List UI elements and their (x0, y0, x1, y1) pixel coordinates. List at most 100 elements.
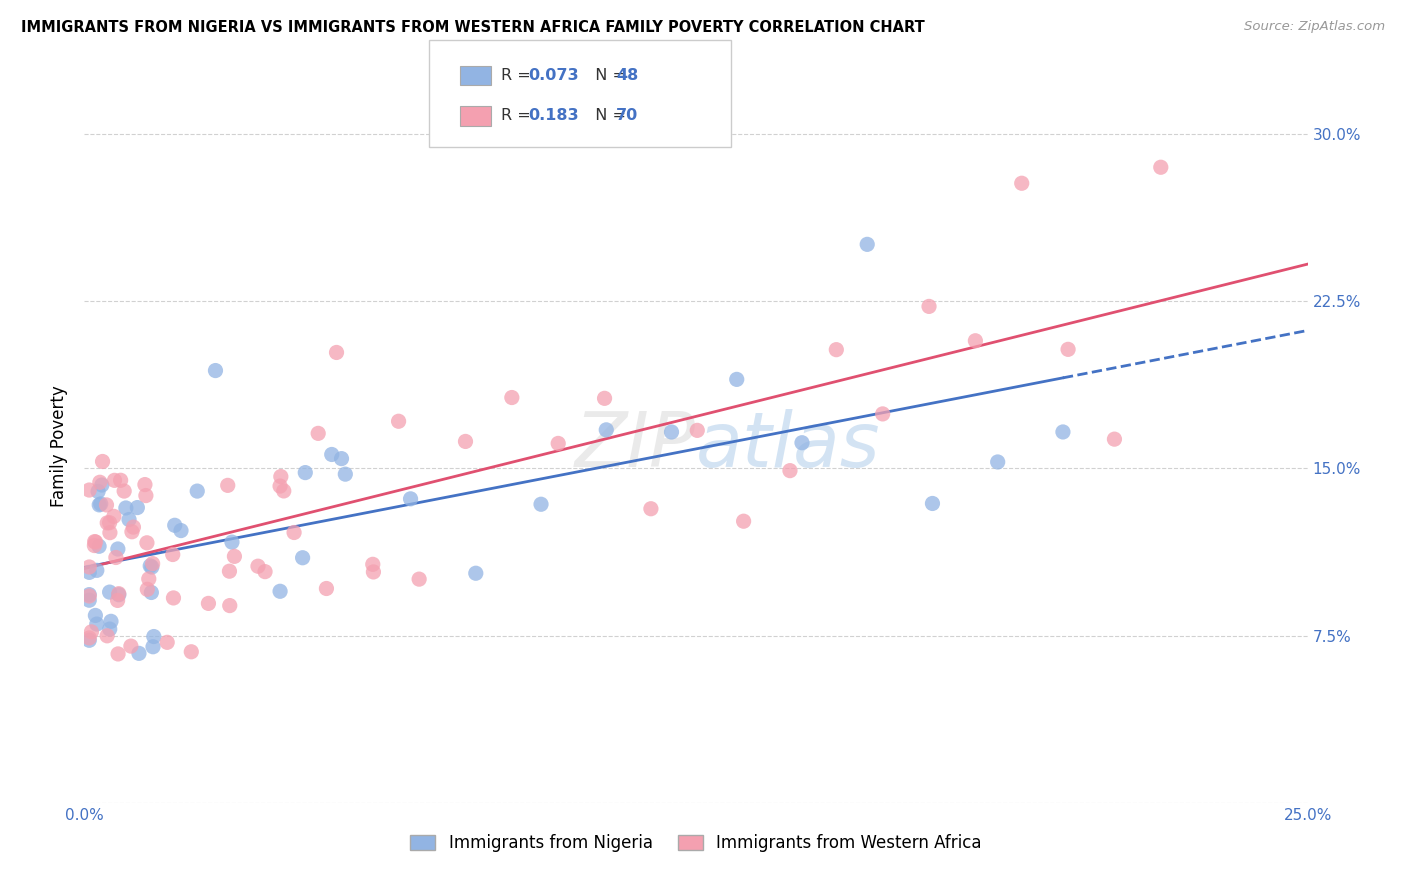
Point (640, 501, 662, 516)
Point (98, 622, 121, 636)
Point (141, 585, 163, 599)
Point (872, 407, 894, 421)
Point (965, 334, 987, 348)
Point (127, 500, 149, 515)
Point (361, 558, 384, 572)
Point (77, 589, 100, 603)
Point (96, 498, 118, 512)
Point (142, 557, 165, 571)
Point (90, 497, 112, 511)
Text: R =: R = (501, 68, 536, 83)
Point (530, 497, 553, 511)
Point (98, 585, 121, 599)
Point (79, 566, 101, 580)
Point (725, 372, 748, 386)
Point (91, 454, 114, 468)
Point (121, 524, 143, 539)
Point (162, 548, 184, 562)
Text: 0.073: 0.073 (529, 68, 579, 83)
Point (217, 478, 239, 492)
Point (98, 516, 121, 530)
Point (186, 484, 208, 499)
Point (1104, 432, 1126, 446)
Point (89, 475, 111, 490)
Point (501, 391, 523, 405)
Point (315, 582, 337, 596)
Point (100, 615, 122, 629)
Point (77, 633, 100, 648)
Point (107, 541, 129, 556)
Point (269, 584, 291, 599)
Point (335, 467, 357, 482)
Point (83, 534, 105, 549)
Text: Source: ZipAtlas.com: Source: ZipAtlas.com (1244, 20, 1385, 33)
Point (138, 572, 160, 586)
Point (90, 478, 112, 492)
Point (1150, 161, 1173, 175)
Point (110, 473, 132, 487)
Point (464, 566, 486, 581)
Point (307, 426, 329, 441)
Point (595, 423, 617, 437)
Point (107, 588, 129, 602)
Point (779, 464, 801, 478)
Point (825, 343, 848, 357)
Point (89, 498, 111, 512)
Point (87, 539, 110, 553)
Point (107, 593, 129, 607)
Point (218, 564, 240, 578)
Point (163, 518, 186, 533)
Point (107, 587, 129, 601)
Point (128, 646, 150, 660)
Point (325, 345, 347, 359)
Point (283, 525, 305, 540)
Point (77, 560, 100, 574)
Point (294, 466, 316, 480)
Point (84, 608, 107, 623)
Point (141, 560, 163, 574)
Point (291, 550, 314, 565)
Point (363, 565, 385, 579)
Point (987, 455, 1010, 469)
Text: atlas: atlas (696, 409, 880, 483)
Point (77, 593, 100, 607)
Point (918, 300, 941, 314)
Point (96, 516, 118, 530)
Point (96, 629, 118, 643)
Point (77, 483, 100, 497)
Y-axis label: Family Poverty: Family Poverty (51, 385, 69, 507)
Point (120, 639, 142, 653)
Point (104, 550, 127, 565)
Point (733, 514, 755, 528)
Point (856, 237, 879, 252)
Point (661, 425, 683, 439)
Point (103, 474, 125, 488)
Point (86, 563, 108, 577)
Point (80, 624, 103, 639)
Legend: Immigrants from Nigeria, Immigrants from Western Africa: Immigrants from Nigeria, Immigrants from… (404, 828, 988, 859)
Text: IMMIGRANTS FROM NIGERIA VS IMMIGRANTS FROM WESTERN AFRICA FAMILY POVERTY CORRELA: IMMIGRANTS FROM NIGERIA VS IMMIGRANTS FR… (21, 20, 925, 35)
Point (246, 559, 269, 574)
Text: 48: 48 (616, 68, 638, 83)
Point (593, 392, 616, 406)
Point (115, 500, 138, 515)
Point (98, 525, 121, 540)
Text: 70: 70 (616, 109, 638, 123)
Point (142, 640, 165, 654)
Point (87, 484, 110, 499)
Point (254, 565, 277, 579)
Text: R =: R = (501, 109, 536, 123)
Point (162, 591, 184, 605)
Point (330, 451, 353, 466)
Point (77, 631, 100, 645)
Point (1052, 425, 1074, 439)
Point (142, 630, 165, 644)
Point (686, 423, 709, 437)
Point (921, 496, 943, 510)
Point (107, 647, 129, 661)
Point (321, 448, 343, 462)
Point (77, 588, 100, 602)
Point (139, 558, 162, 573)
Point (547, 436, 569, 450)
Text: N =: N = (585, 68, 631, 83)
